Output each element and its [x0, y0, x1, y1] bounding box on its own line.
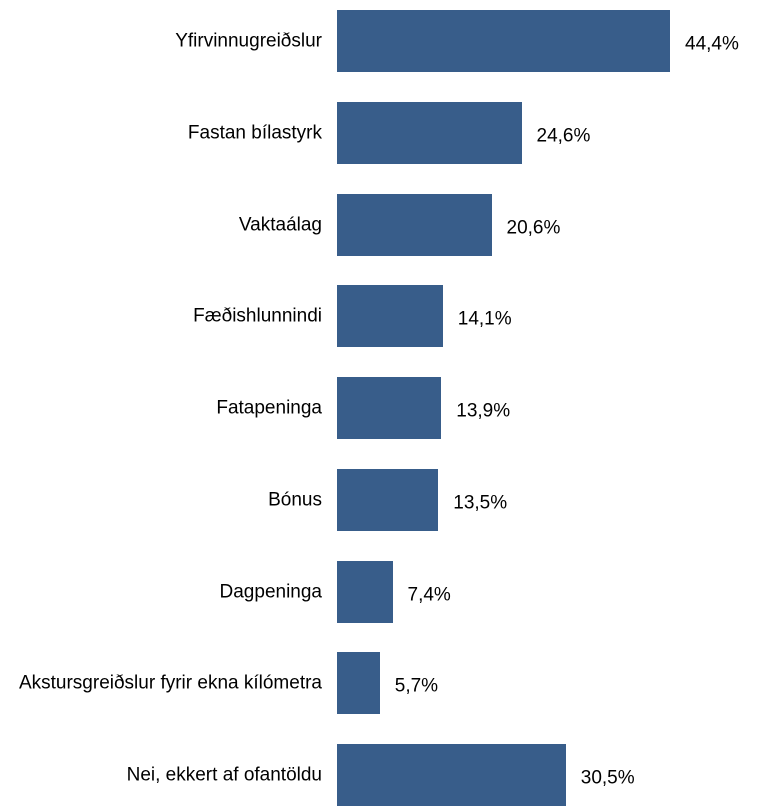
category-label: Akstursgreiðslur fyrir ekna kílómetra — [18, 672, 322, 694]
category-label-box: Dagpeninga — [0, 579, 322, 604]
category-label: Yfirvinnugreiðslur — [175, 30, 322, 52]
category-label: Bónus — [268, 489, 322, 511]
category-label-box: Fæðishlunnindi — [0, 304, 322, 329]
category-label-box: Yfirvinnugreiðslur — [0, 29, 322, 54]
bar — [337, 101, 522, 164]
value-label: 13,9% — [456, 400, 511, 422]
category-label: Vaktaálag — [238, 214, 322, 235]
value-label: 5,7% — [394, 675, 439, 697]
category-label: Nei, ekkert af ofantöldu — [126, 764, 322, 786]
value-label: 24,6% — [536, 125, 591, 147]
category-label: Fæðishlunnindi — [193, 305, 322, 327]
bar — [337, 377, 442, 439]
value-label: 7,4% — [407, 583, 451, 605]
category-label: Fastan bílastyrk — [187, 122, 322, 144]
category-label: Fatapeninga — [216, 397, 322, 419]
category-label-box: Fatapeninga — [0, 396, 322, 421]
value-label: 13,5% — [453, 492, 508, 514]
category-label-box: Fastan bílastyrk — [0, 120, 322, 145]
bar — [337, 10, 670, 72]
value-label: 20,6% — [506, 216, 561, 238]
value-label: 30,5% — [580, 767, 635, 789]
bar — [337, 652, 380, 715]
value-label: 14,1% — [457, 308, 512, 330]
bar — [337, 744, 566, 806]
bar — [337, 560, 393, 623]
category-label: Dagpeninga — [219, 581, 322, 602]
category-label-box: Bónus — [0, 487, 322, 512]
bar — [337, 468, 439, 531]
category-label-box: Vaktaálag — [0, 212, 322, 237]
bar — [337, 285, 443, 348]
category-label-box: Akstursgreiðslur fyrir ekna kílómetra — [0, 671, 322, 696]
category-label-box: Nei, ekkert af ofantöldu — [0, 763, 322, 788]
bar — [337, 193, 492, 256]
value-label: 44,4% — [685, 33, 739, 55]
